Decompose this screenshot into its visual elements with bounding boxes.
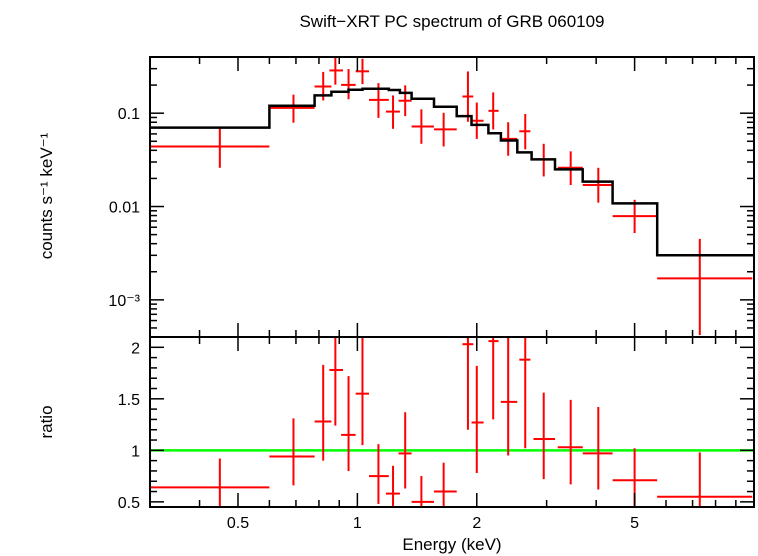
top-y-tick-label-2: 0.1	[118, 106, 140, 123]
ratio-point-7	[385, 465, 400, 507]
x-tick-label-1: 1	[353, 515, 362, 532]
spectrum-point-10	[433, 112, 457, 147]
top-y-tick-label-1: 0.01	[109, 200, 140, 217]
top-panel: 10⁻³ 0.01 0.1 counts s⁻¹ keV⁻¹	[37, 56, 755, 338]
model-histogram	[150, 87, 754, 257]
x-tick-label-3: 5	[630, 515, 639, 532]
spectrum-point-0	[150, 126, 270, 168]
spectrum-point-12	[471, 102, 484, 139]
ratio-point-11	[462, 337, 474, 430]
top-panel-frame	[149, 56, 755, 338]
ratio-point-13	[488, 337, 499, 420]
spectrum-point-9	[411, 109, 434, 144]
spectrum-point-13	[488, 92, 499, 130]
spectrum-point-18	[582, 167, 613, 203]
top-y-tick-label-0: 10⁻³	[108, 293, 140, 310]
spectrum-point-11	[462, 71, 474, 122]
ratio-point-2	[314, 364, 332, 461]
spectrum-point-4	[341, 69, 356, 100]
x-tick-label-0: 0.5	[227, 515, 249, 532]
top-panel-data	[150, 57, 753, 336]
bottom-y-tick-label-3: 2	[131, 340, 140, 357]
ratio-point-3	[329, 337, 344, 426]
top-panel-model	[150, 87, 754, 257]
ratio-point-20	[657, 452, 753, 507]
bottom-panel-frame	[149, 336, 755, 508]
spectrum-point-5	[355, 58, 370, 85]
bottom-y-tick-label-0: 0.5	[118, 495, 140, 512]
spectrum-point-14	[500, 122, 518, 156]
top-y-axis-label: counts s⁻¹ keV⁻¹	[37, 132, 56, 259]
bottom-panel-data	[150, 337, 753, 507]
spectrum-point-8	[398, 85, 412, 117]
ratio-point-16	[533, 392, 556, 480]
bottom-y-tick-label-1: 1	[131, 443, 140, 460]
ratio-point-8	[398, 412, 412, 489]
ratio-point-10	[433, 462, 457, 507]
bottom-panel: 0.5 1 1.5 2 ratio	[37, 336, 755, 512]
spectrum-point-3	[329, 57, 344, 85]
spectrum-point-1	[269, 94, 315, 123]
bottom-panel-ticks: 0.5 1 1.5 2	[118, 337, 754, 512]
ratio-point-14	[500, 337, 518, 456]
x-tick-labels: 0.5 1 2 5	[227, 515, 639, 532]
ratio-point-18	[582, 407, 613, 490]
ratio-point-15	[519, 337, 531, 449]
x-axis-label: Energy (keV)	[402, 535, 501, 554]
spectrum-point-15	[519, 114, 531, 150]
ratio-point-1	[269, 418, 315, 486]
ratio-point-12	[471, 365, 484, 473]
ratio-point-9	[411, 476, 434, 507]
ratio-point-0	[150, 458, 270, 507]
chart-title: Swift−XRT PC spectrum of GRB 060109	[299, 12, 604, 31]
x-tick-label-2: 2	[472, 515, 481, 532]
bottom-y-axis-label: ratio	[37, 405, 56, 438]
spectrum-point-20	[657, 238, 753, 336]
spectrum-point-19	[612, 199, 658, 234]
ratio-point-17	[557, 399, 583, 485]
bottom-y-tick-label-2: 1.5	[118, 392, 140, 409]
ratio-point-4	[341, 376, 356, 471]
ratio-point-6	[369, 444, 389, 504]
ratio-point-5	[355, 337, 370, 446]
spectrum-point-7	[385, 95, 400, 129]
